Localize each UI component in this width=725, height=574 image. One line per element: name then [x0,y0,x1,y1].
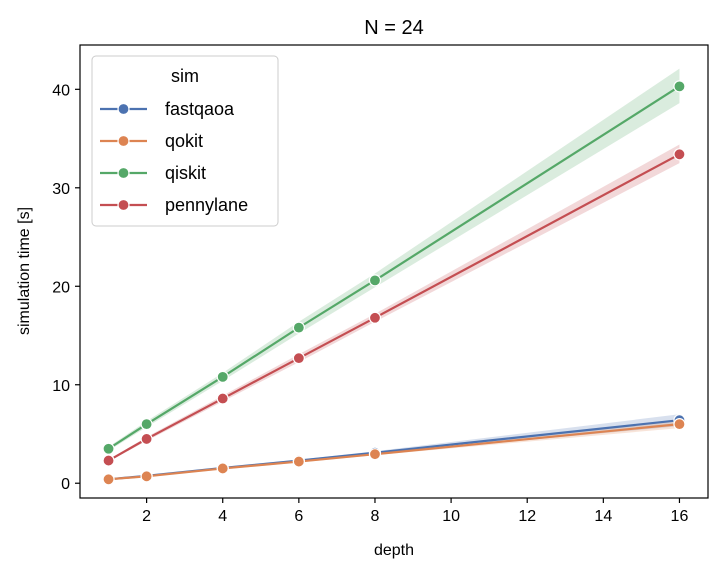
x-tick-label: 8 [371,508,380,525]
legend-title: sim [171,66,199,86]
series-line-qokit [108,423,680,481]
data-point-qokit [368,448,382,461]
series-line-qiskit [107,85,681,450]
legend-label: pennylane [165,195,248,215]
legend-label: qokit [165,131,203,151]
legend-item-qiskit: qiskit [100,163,206,183]
data-point-pennylane [102,454,115,467]
legend-label: fastqaoa [165,99,235,119]
data-point-qiskit [140,418,153,431]
legend-box [91,55,279,227]
x-tick-label: 16 [671,508,689,525]
y-tick-label: 40 [52,82,70,99]
data-point-pennylane [140,432,153,446]
chart-title: N = 24 [364,17,423,39]
x-tick-label: 2 [142,508,151,525]
x-tick-label: 10 [442,508,460,525]
y-axis-ticks: 0 10 20 30 40 [52,82,80,493]
data-point-pennylane [368,311,382,324]
legend-item-pennylane: pennylane [100,195,248,215]
y-tick-label: 20 [52,279,70,296]
data-point-qokit [140,470,153,483]
x-axis-ticks: 2 4 6 8 10 12 14 16 [142,498,688,525]
plot-frame [79,44,709,499]
legend-marker [117,102,130,116]
data-point-qiskit [292,321,305,334]
y-axis-label: simulation time [s] [16,207,33,335]
data-point-qokit [292,455,305,468]
data-point-pennylane [673,148,686,161]
legend: sim fastqaoa qokit qiskit pennylane [91,55,279,227]
legend-item-qokit: qokit [100,131,203,151]
data-point-qiskit [102,442,115,455]
data-point-qokit [102,473,115,486]
x-tick-label: 14 [594,508,612,525]
x-tick-label: 4 [218,508,227,525]
x-tick-label: 12 [518,508,536,525]
series-points [102,80,686,486]
legend-item-fastqaoa: fastqaoa [100,99,235,119]
data-point-pennylane [292,352,305,365]
series-line-pennylane [108,153,680,462]
legend-items: fastqaoa qokit qiskit pennylane [100,99,248,215]
y-tick-label: 30 [52,181,70,198]
legend-marker [117,166,130,180]
data-point-qiskit [216,370,229,383]
legend-marker [117,198,130,212]
y-tick-label: 0 [61,476,70,493]
legend-label: qiskit [165,163,206,183]
x-tick-label: 6 [294,508,303,525]
y-tick-label: 10 [52,378,70,395]
data-point-pennylane [216,392,229,405]
x-axis-label: depth [374,542,414,559]
legend-marker [117,134,130,148]
series-lines [107,85,681,481]
data-point-qokit [673,418,686,431]
data-point-qokit [216,462,229,475]
data-point-qiskit [673,80,686,93]
ci-band-qiskit [108,68,680,451]
data-point-qiskit [368,274,382,287]
